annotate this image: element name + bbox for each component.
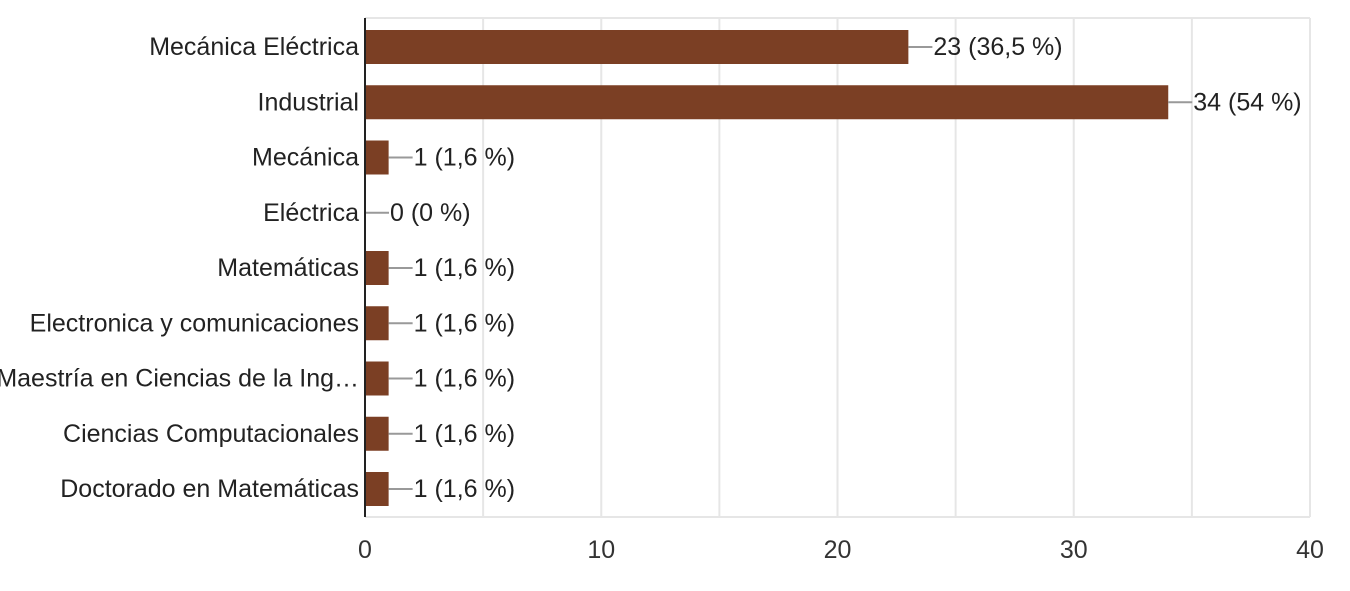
data-label: 1 (1,6 %): [414, 475, 515, 503]
category-label: Mecánica Eléctrica: [149, 33, 359, 61]
x-tick-label: 0: [358, 536, 372, 564]
bar: [365, 30, 909, 64]
data-label: 34 (54 %): [1193, 88, 1301, 116]
axis-layer: 0 10 20 30 40: [358, 18, 1324, 564]
data-label: 1 (1,6 %): [414, 365, 515, 393]
category-label: Industrial: [258, 88, 359, 116]
data-label: 23 (36,5 %): [933, 33, 1062, 61]
category-label: Mecánica: [252, 144, 359, 172]
data-label: 1 (1,6 %): [414, 309, 515, 337]
x-tick-label: 40: [1296, 536, 1324, 564]
category-label: Ciencias Computacionales: [63, 420, 359, 448]
data-label: 1 (1,6 %): [414, 254, 515, 282]
bar: [365, 251, 389, 285]
bar: [365, 85, 1169, 120]
x-tick-label: 30: [1060, 536, 1088, 564]
bar: [365, 140, 389, 175]
category-label: Matemáticas: [217, 254, 359, 282]
bar: [365, 306, 389, 341]
data-label: 1 (1,6 %): [414, 144, 515, 172]
bar: [365, 361, 389, 396]
label-layer: Mecánica Eléctrica 23 (36,5 %) Industrial 3…: [0, 33, 1302, 503]
bar-layer: [365, 30, 1169, 506]
bar: [365, 416, 389, 451]
category-label: Doctorado en Matemáticas: [60, 475, 359, 503]
category-label: Electronica y comunicaciones: [30, 309, 359, 337]
x-tick-label: 20: [824, 536, 852, 564]
bar: [365, 472, 389, 506]
data-label: 1 (1,6 %): [414, 420, 515, 448]
category-label: Maestría en Ciencias de la Ing…: [0, 365, 359, 393]
data-label: 0 (0 %): [390, 199, 471, 227]
category-label: Eléctrica: [263, 199, 359, 227]
x-tick-label: 10: [587, 536, 615, 564]
